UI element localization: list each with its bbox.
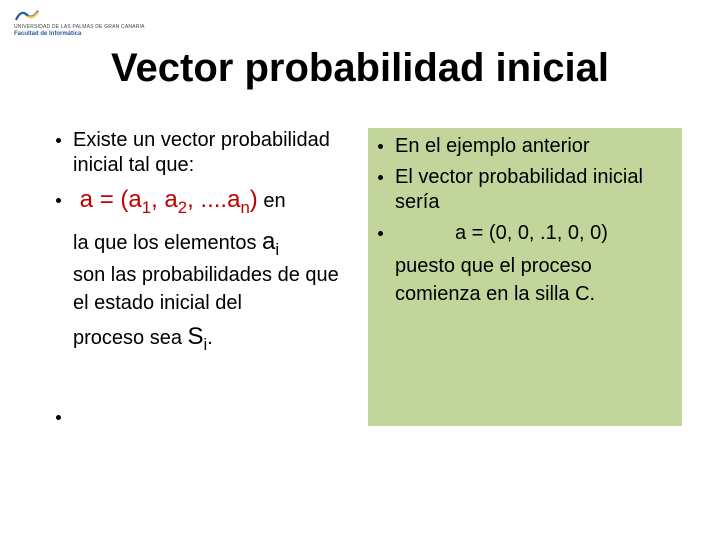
left-item-1: Existe un vector probabilidad inicial ta…	[56, 128, 356, 178]
bullet-icon	[56, 138, 61, 143]
ai-symbol: ai	[262, 228, 279, 255]
wave-icon	[14, 6, 40, 24]
slide-title: Vector probabilidad inicial	[0, 46, 720, 91]
right-column: En el ejemplo anterior El vector probabi…	[368, 128, 682, 426]
logo: UNIVERSIDAD DE LAS PALMAS DE GRAN CANARI…	[14, 6, 145, 37]
bullet-icon	[378, 144, 383, 149]
left-continuation-2: proceso sea Si.	[73, 319, 356, 357]
right-item-1-text: En el ejemplo anterior	[395, 134, 672, 159]
left-item-2: a = (a1, a2, ....an) en	[56, 184, 356, 219]
logo-line2: Facultad de Informática	[14, 31, 145, 37]
right-item-3: a = (0, 0, .1, 0, 0)	[378, 221, 672, 246]
bullet-icon	[56, 198, 61, 203]
right-item-3-text: a = (0, 0, .1, 0, 0)	[395, 221, 672, 246]
right-item-1: En el ejemplo anterior	[378, 134, 672, 159]
bullet-icon	[378, 175, 383, 180]
bullet-icon	[56, 415, 61, 420]
right-continuation: puesto que el proceso comienza en la sil…	[395, 252, 672, 308]
left-continuation-1: la que los elementos ai son las probabil…	[73, 225, 356, 317]
formula-suffix: en	[258, 190, 286, 212]
left-column: Existe un vector probabilidad inicial ta…	[56, 128, 356, 426]
bullet-icon	[378, 231, 383, 236]
left-item-empty	[56, 407, 356, 420]
content-columns: Existe un vector probabilidad inicial ta…	[56, 128, 690, 426]
right-item-2-text: El vector probabilidad inicial sería	[395, 165, 672, 215]
left-item-2-body: a = (a1, a2, ....an) en	[73, 184, 356, 219]
right-item-2: El vector probabilidad inicial sería	[378, 165, 672, 215]
logo-line1: UNIVERSIDAD DE LAS PALMAS DE GRAN CANARI…	[14, 25, 145, 30]
left-item-1-text: Existe un vector probabilidad inicial ta…	[73, 128, 356, 178]
formula: a = (a1, a2, ....an)	[73, 186, 258, 213]
si-symbol: Si	[188, 323, 208, 350]
